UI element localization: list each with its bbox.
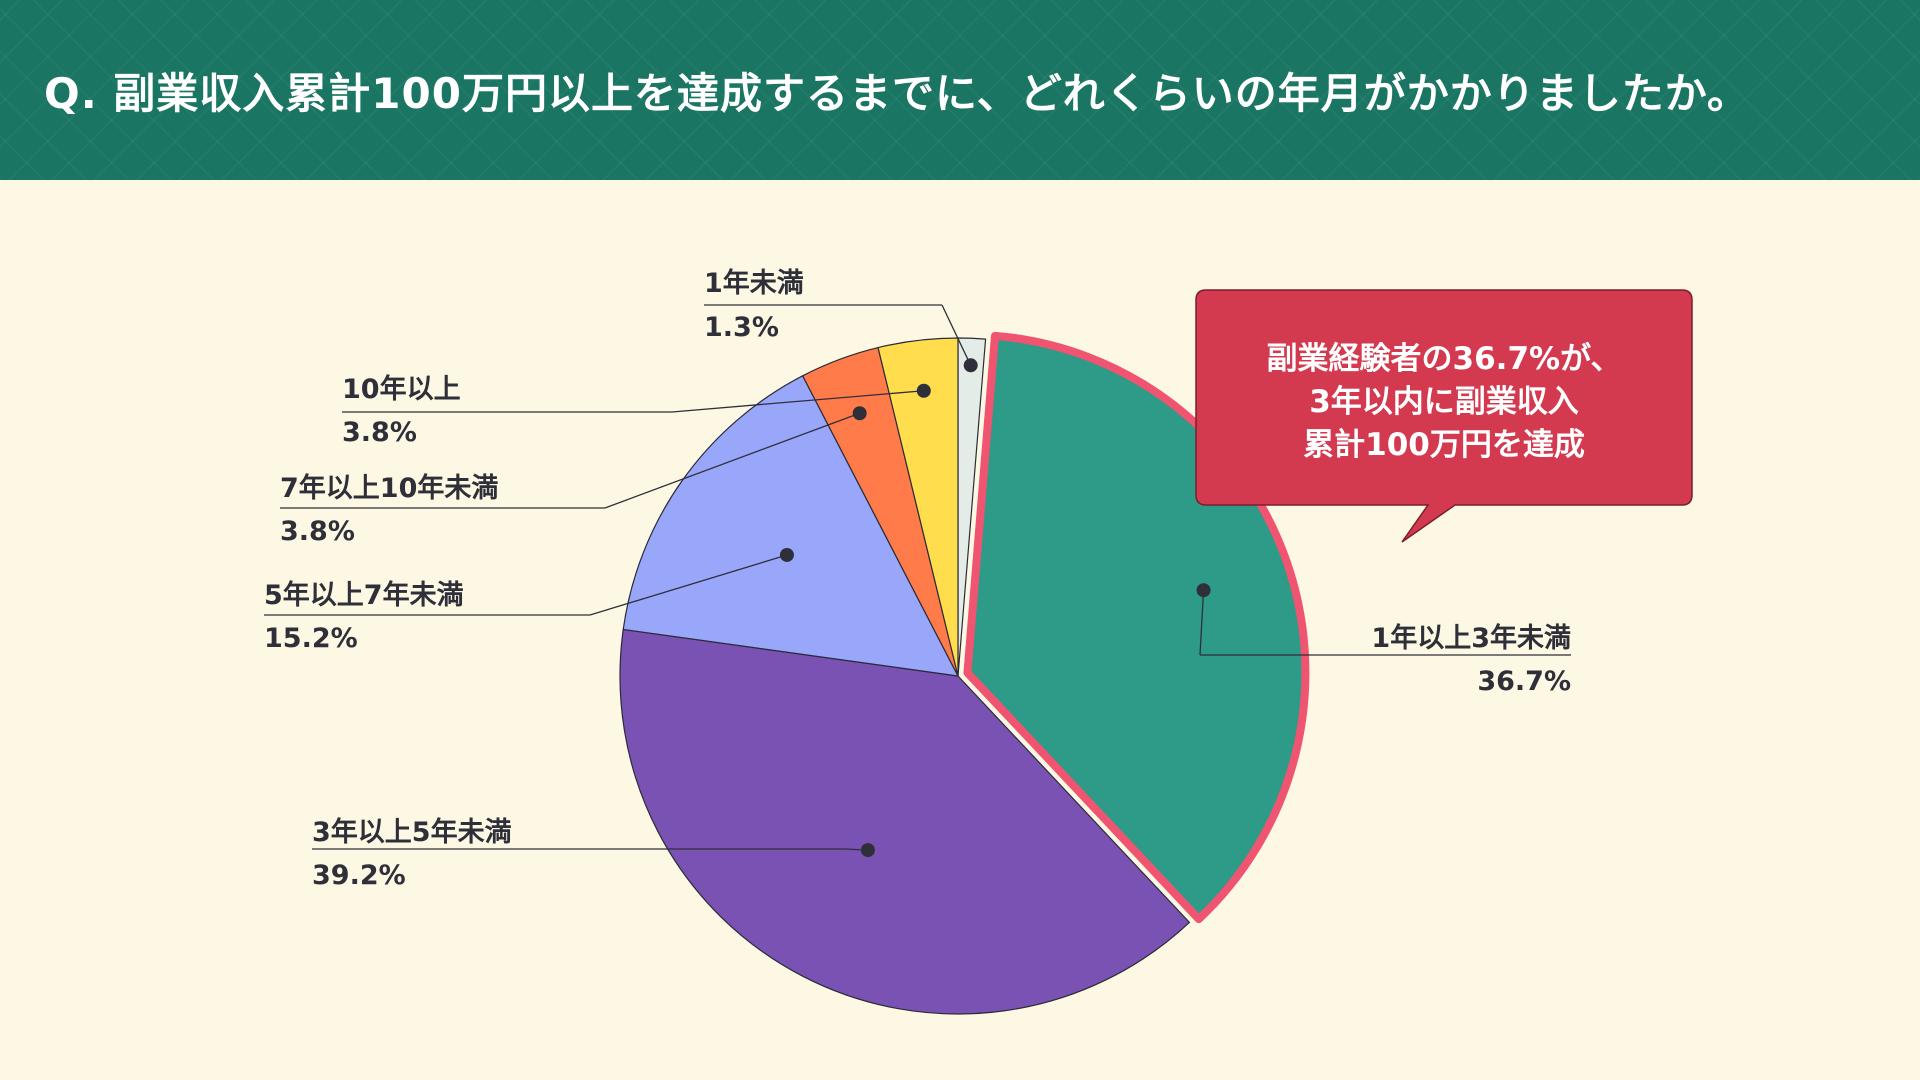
callout-line-1: 副業経験者の36.7%が、 — [1267, 341, 1622, 377]
header-banner: Q. 副業収入累計100万円以上を達成するまでに、どれくらいの年月がかかりました… — [0, 0, 1920, 180]
slice-5-value-label: 3.8% — [342, 417, 417, 448]
label-leaders — [264, 304, 1571, 858]
page-title: Q. 副業収入累計100万円以上を達成するまでに、どれくらいの年月がかかりました… — [44, 68, 1750, 118]
slice-2-label: 3年以上5年未満 — [312, 816, 512, 848]
slice-4-leader — [604, 412, 860, 509]
callout-bubble — [1195, 289, 1693, 543]
slice-3-leader — [589, 554, 788, 616]
slice-2-wedge — [619, 628, 1191, 1015]
slice-2-dot — [860, 843, 875, 858]
slice-1-dot — [1196, 583, 1211, 598]
slice-1-label: 1年以上3年未満 — [1371, 622, 1571, 654]
slice-labels: 1年未満 1.3% 1年以上3年未満 36.7% 3年以上5年未満 39.2% 5年以上7年… — [264, 267, 1571, 891]
slice-3-wedge — [622, 375, 960, 677]
slice-5-dot — [916, 383, 931, 398]
slice-0-value-label: 1.3% — [704, 312, 779, 343]
slice-0-leader — [941, 304, 972, 366]
slice-2-value-label: 39.2% — [312, 860, 406, 891]
slice-4-dot — [852, 406, 867, 421]
callout-line-2: 3年以内に副業収入 — [1309, 384, 1579, 420]
slice-3-dot — [779, 547, 794, 562]
slice-0-label: 1年未満 — [704, 267, 804, 299]
slice-0-dot — [963, 358, 978, 373]
slice-1-value-label: 36.7% — [1477, 666, 1571, 697]
slice-3-value-label: 15.2% — [264, 623, 358, 654]
highlight-outline — [963, 331, 1310, 924]
slice-5-label: 10年以上 — [342, 373, 461, 405]
slice-4-label: 7年以上10年未満 — [280, 472, 498, 504]
callout-line-3: 累計100万円を達成 — [1303, 427, 1585, 463]
slice-3-label: 5年以上7年未満 — [264, 579, 464, 611]
slice-4-value-label: 3.8% — [280, 516, 355, 547]
callout-box: 副業経験者の36.7%が、 3年以内に副業収入 累計100万円を達成 — [1195, 289, 1693, 543]
slice-5-leader — [671, 390, 924, 413]
slice-1-leader — [1199, 590, 1205, 656]
